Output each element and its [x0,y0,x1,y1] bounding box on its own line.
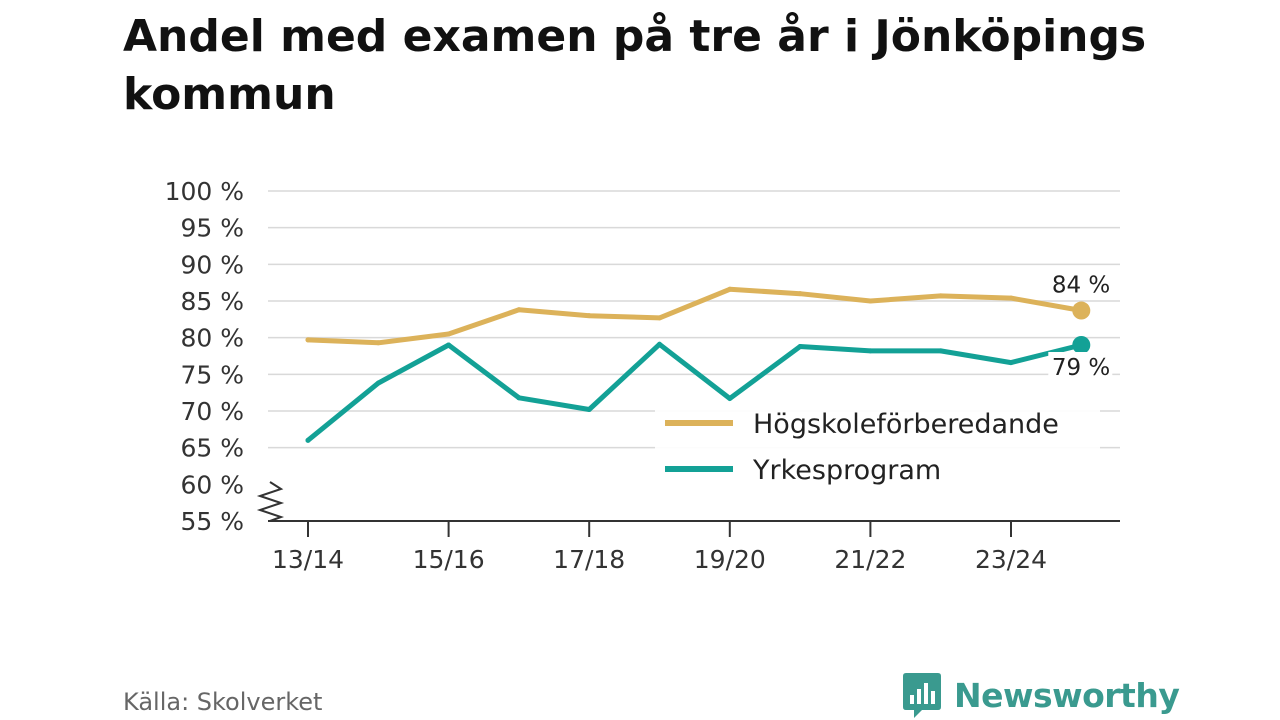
chart-title: Andel med examen på tre år i Jönköpings … [123,11,1147,120]
axis-break-icon [256,481,285,522]
y-tick-label: 90 % [180,250,244,279]
legend-label: Högskoleförberedande [753,409,1059,440]
data-point [305,437,311,443]
y-tick-label: 60 % [180,470,244,499]
end-label-bg [1048,352,1113,379]
data-point [1008,295,1014,301]
legend: Högskoleförberedande Yrkesprogram [655,407,1100,487]
x-tick-label: 13/14 [272,545,344,574]
series-line-1 [305,286,1084,346]
y-tick-label: 80 % [180,324,244,353]
x-tick-label: 19/20 [694,545,766,574]
data-point [657,315,662,321]
line-chart: 55 % 60 % 65 % 70 % 75 % 80 % 85 % 90 % 95 % 100 … [165,177,1120,574]
data-point [375,380,381,386]
data-point [586,313,592,319]
y-tick-label: 70 % [180,397,244,426]
end-value-label: 79 % [1052,355,1110,381]
data-point [938,293,944,299]
data-point [305,337,311,343]
x-tick-label: 21/22 [834,545,906,574]
data-point [516,395,522,401]
legend-label: Yrkesprogram [752,455,941,486]
y-tick-label: 95 % [180,214,244,243]
data-point [657,341,662,347]
y-tick-label: 55 % [180,507,244,536]
data-point [1008,360,1014,366]
end-labels: 84 % 79 % [1048,273,1113,381]
data-point [727,396,733,402]
data-point [797,343,803,349]
data-point [867,348,873,354]
data-point [1072,301,1091,320]
newsworthy-logo-icon [903,673,941,718]
axes: 55 % 60 % 65 % 70 % 75 % 80 % 85 % 90 % 95 % 100 … [165,177,1120,574]
data-point [938,348,944,354]
data-point [797,291,803,297]
data-point [516,307,522,313]
data-point [446,331,452,337]
y-tick-label: 85 % [180,287,244,316]
data-point [867,298,873,304]
data-point [446,342,452,348]
brand-logo[interactable]: Newsworthy [902,670,1180,720]
gridlines [268,190,1120,449]
x-tick-label: 15/16 [413,545,485,574]
end-value-label: 84 % [1052,273,1110,299]
data-point [375,340,381,346]
source-note: Källa: Skolverket [123,688,323,716]
brand-name: Newsworthy [954,675,1180,715]
data-point [586,407,592,413]
x-tick-label: 17/18 [553,545,625,574]
series-lines [305,286,1091,443]
y-tick-label: 65 % [180,434,244,463]
data-point [727,286,733,292]
series-line-2 [305,341,1084,443]
data-point [1072,336,1091,354]
x-tick-label: 23/24 [975,545,1047,574]
y-tick-label: 75 % [180,360,244,389]
y-tick-label: 100 % [165,177,244,206]
